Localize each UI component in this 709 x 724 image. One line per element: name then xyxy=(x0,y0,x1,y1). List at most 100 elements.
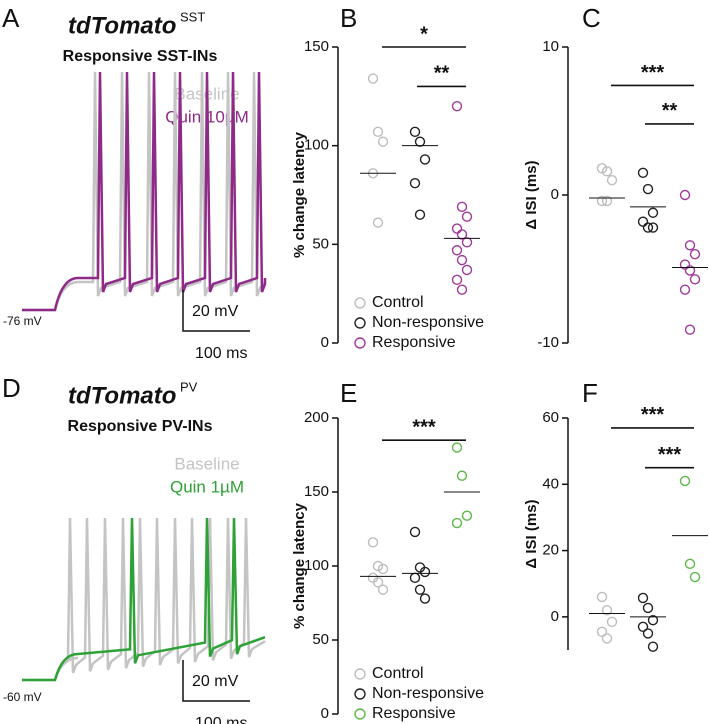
trace xyxy=(22,517,266,682)
legend-marker xyxy=(354,708,366,720)
data-point xyxy=(456,284,468,295)
data-point xyxy=(372,217,384,228)
legend-marker xyxy=(354,297,366,309)
significance-label: * xyxy=(420,23,428,45)
trace-legend: Baseline xyxy=(174,454,239,473)
data-point xyxy=(647,614,659,626)
panel-title: tdTomato xyxy=(68,382,176,409)
panel-letter: F xyxy=(582,378,598,408)
data-point xyxy=(377,563,389,575)
data-point xyxy=(377,136,389,147)
data-point xyxy=(689,571,701,583)
data-point xyxy=(684,558,696,570)
y-tick-label: 0 xyxy=(551,608,559,625)
data-point xyxy=(372,577,384,588)
data-point xyxy=(689,248,701,260)
data-point xyxy=(679,475,691,487)
significance-label: *** xyxy=(641,404,665,426)
data-point xyxy=(684,240,696,251)
legend-label: Non-responsive xyxy=(372,314,484,331)
y-tick-label: 0 xyxy=(551,186,559,203)
data-point xyxy=(456,201,468,213)
legend-label: Non-responsive xyxy=(372,685,484,702)
data-point xyxy=(642,628,654,639)
rest-label: -60 mV xyxy=(3,690,42,704)
data-point xyxy=(414,136,426,147)
data-point xyxy=(456,470,468,481)
data-point xyxy=(637,592,649,604)
y-axis-label: % change latency xyxy=(291,502,308,629)
data-point xyxy=(637,167,649,179)
data-point xyxy=(647,641,659,652)
y-tick-label: 40 xyxy=(542,475,559,492)
y-tick-label: 150 xyxy=(304,38,329,55)
data-point xyxy=(596,626,608,637)
significance-label: *** xyxy=(641,62,665,84)
panel-subtitle: Responsive SST-INs xyxy=(63,48,218,65)
panel-title-sup: PV xyxy=(180,379,198,394)
legend-label: Responsive xyxy=(372,334,456,351)
scale-v: 20 mV xyxy=(192,303,239,320)
data-point xyxy=(601,605,613,616)
data-point xyxy=(689,274,701,285)
panel-letter: E xyxy=(340,378,357,408)
data-point xyxy=(461,237,473,248)
y-tick-label: 60 xyxy=(542,409,559,426)
data-point xyxy=(451,517,463,529)
data-point xyxy=(451,274,463,286)
panel-letter: C xyxy=(582,3,601,33)
data-point xyxy=(601,195,613,207)
y-tick-label: 200 xyxy=(304,409,329,426)
data-point xyxy=(606,174,618,186)
data-point xyxy=(367,537,379,548)
data-point xyxy=(596,591,608,603)
data-point xyxy=(637,621,649,632)
data-point xyxy=(419,154,431,165)
scale-bar xyxy=(182,660,250,702)
legend-label: Control xyxy=(372,665,424,682)
data-point xyxy=(419,593,431,604)
y-axis-label: Δ ISI (ms) xyxy=(523,499,540,568)
scale-bar xyxy=(182,290,250,332)
data-point xyxy=(461,510,473,521)
trace xyxy=(22,71,267,312)
trace xyxy=(22,517,266,682)
y-tick-label: 50 xyxy=(312,631,329,648)
y-tick-label: -10 xyxy=(537,334,559,351)
y-tick-label: 0 xyxy=(321,705,329,722)
significance-label: *** xyxy=(412,416,436,438)
panel-title-sup: SST xyxy=(180,9,205,24)
y-tick-label: 100 xyxy=(304,137,329,154)
data-point xyxy=(451,245,463,256)
data-point xyxy=(451,223,463,234)
data-point xyxy=(606,616,618,628)
data-point xyxy=(367,73,379,84)
legend-label: Responsive xyxy=(372,705,456,722)
panel-subtitle: Responsive PV-INs xyxy=(68,418,213,435)
y-tick-label: 20 xyxy=(542,542,559,559)
data-point xyxy=(596,163,608,174)
data-point xyxy=(601,166,613,177)
data-point xyxy=(409,177,421,189)
data-point xyxy=(409,126,421,138)
data-point xyxy=(596,195,608,207)
data-point xyxy=(647,222,659,233)
legend-marker xyxy=(354,317,366,329)
panel-letter: D xyxy=(2,373,21,403)
legend-marker xyxy=(354,668,366,680)
scale-v: 20 mV xyxy=(192,673,239,690)
data-point xyxy=(372,560,384,572)
data-point xyxy=(637,216,649,227)
trace-legend: Quin 1µM xyxy=(170,477,244,496)
y-axis-label: Δ ISI (ms) xyxy=(523,160,540,229)
data-point xyxy=(377,584,389,595)
data-point xyxy=(642,183,654,195)
rest-label: -76 mV xyxy=(3,314,42,328)
scale-t: 100 ms xyxy=(195,715,247,724)
data-point xyxy=(372,126,384,138)
significance-label: ** xyxy=(434,63,450,85)
y-tick-label: 150 xyxy=(304,483,329,500)
data-point xyxy=(684,265,696,276)
data-point xyxy=(414,209,426,220)
